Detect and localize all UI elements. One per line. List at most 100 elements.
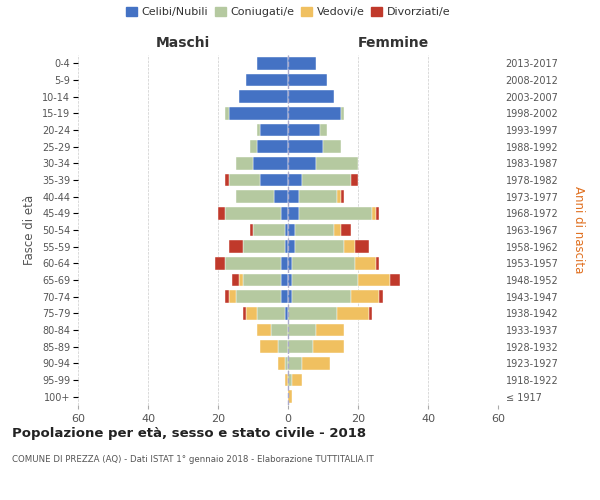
Bar	[341, 107, 344, 120]
Bar	[334, 224, 341, 236]
Bar	[281, 274, 288, 286]
Bar	[229, 240, 242, 253]
Bar	[288, 240, 295, 253]
Text: COMUNE DI PREZZA (AQ) - Dati ISTAT 1° gennaio 2018 - Elaborazione TUTTITALIA.IT: COMUNE DI PREZZA (AQ) - Dati ISTAT 1° ge…	[12, 455, 374, 464]
Bar	[288, 357, 302, 370]
Bar	[239, 274, 242, 286]
Bar	[295, 240, 344, 253]
Bar	[250, 140, 257, 153]
Bar	[232, 274, 239, 286]
Bar	[242, 274, 281, 286]
Bar	[225, 107, 229, 120]
Bar	[344, 240, 355, 253]
Bar	[250, 224, 253, 236]
Bar	[274, 190, 288, 203]
Bar	[316, 324, 344, 336]
Text: Popolazione per età, sesso e stato civile - 2018: Popolazione per età, sesso e stato civil…	[12, 428, 366, 440]
Bar	[288, 307, 337, 320]
Bar	[260, 340, 277, 353]
Bar	[292, 257, 355, 270]
Bar	[337, 190, 341, 203]
Bar	[389, 274, 400, 286]
Bar	[379, 290, 383, 303]
Bar	[235, 190, 274, 203]
Bar	[253, 224, 284, 236]
Bar	[288, 390, 292, 403]
Bar	[257, 324, 271, 336]
Bar	[288, 140, 323, 153]
Bar	[257, 124, 260, 136]
Legend: Celibi/Nubili, Coniugati/e, Vedovi/e, Divorziati/e: Celibi/Nubili, Coniugati/e, Vedovi/e, Di…	[124, 4, 452, 20]
Bar	[242, 240, 284, 253]
Bar	[239, 90, 288, 103]
Bar	[288, 124, 320, 136]
Bar	[288, 74, 326, 86]
Bar	[288, 157, 316, 170]
Bar	[368, 307, 372, 320]
Bar	[271, 324, 288, 336]
Bar	[292, 290, 351, 303]
Bar	[302, 174, 351, 186]
Bar	[281, 257, 288, 270]
Bar	[288, 274, 292, 286]
Bar	[337, 307, 368, 320]
Bar	[257, 57, 288, 70]
Bar	[351, 174, 358, 186]
Bar	[229, 290, 235, 303]
Bar	[288, 290, 292, 303]
Bar	[288, 174, 302, 186]
Bar	[284, 224, 288, 236]
Bar	[358, 274, 389, 286]
Bar	[288, 107, 341, 120]
Bar	[242, 307, 246, 320]
Bar	[235, 157, 253, 170]
Bar	[302, 357, 330, 370]
Bar	[299, 207, 372, 220]
Bar	[225, 174, 229, 186]
Bar	[281, 207, 288, 220]
Bar	[225, 257, 281, 270]
Bar	[284, 307, 288, 320]
Bar	[372, 207, 376, 220]
Bar	[316, 157, 358, 170]
Bar	[215, 257, 225, 270]
Bar	[341, 224, 351, 236]
Bar	[284, 374, 288, 386]
Bar	[284, 357, 288, 370]
Text: Maschi: Maschi	[156, 36, 210, 50]
Bar	[323, 140, 341, 153]
Bar	[288, 190, 299, 203]
Bar	[299, 190, 337, 203]
Text: Femmine: Femmine	[358, 36, 428, 50]
Bar	[260, 124, 288, 136]
Bar	[355, 240, 368, 253]
Bar	[253, 157, 288, 170]
Bar	[288, 374, 292, 386]
Bar	[246, 307, 257, 320]
Bar	[341, 190, 344, 203]
Bar	[288, 57, 316, 70]
Bar	[288, 257, 292, 270]
Bar	[260, 174, 288, 186]
Y-axis label: Anni di nascita: Anni di nascita	[572, 186, 586, 274]
Bar	[284, 240, 288, 253]
Bar	[235, 290, 281, 303]
Bar	[351, 290, 379, 303]
Y-axis label: Fasce di età: Fasce di età	[23, 195, 37, 265]
Bar	[225, 207, 281, 220]
Bar	[288, 224, 295, 236]
Bar	[246, 74, 288, 86]
Bar	[292, 274, 358, 286]
Bar	[277, 357, 284, 370]
Bar	[229, 174, 260, 186]
Bar	[313, 340, 344, 353]
Bar	[355, 257, 376, 270]
Bar	[288, 324, 316, 336]
Bar	[376, 257, 379, 270]
Bar	[288, 340, 313, 353]
Bar	[295, 224, 334, 236]
Bar	[257, 307, 284, 320]
Bar	[218, 207, 225, 220]
Bar	[225, 290, 229, 303]
Bar	[292, 374, 302, 386]
